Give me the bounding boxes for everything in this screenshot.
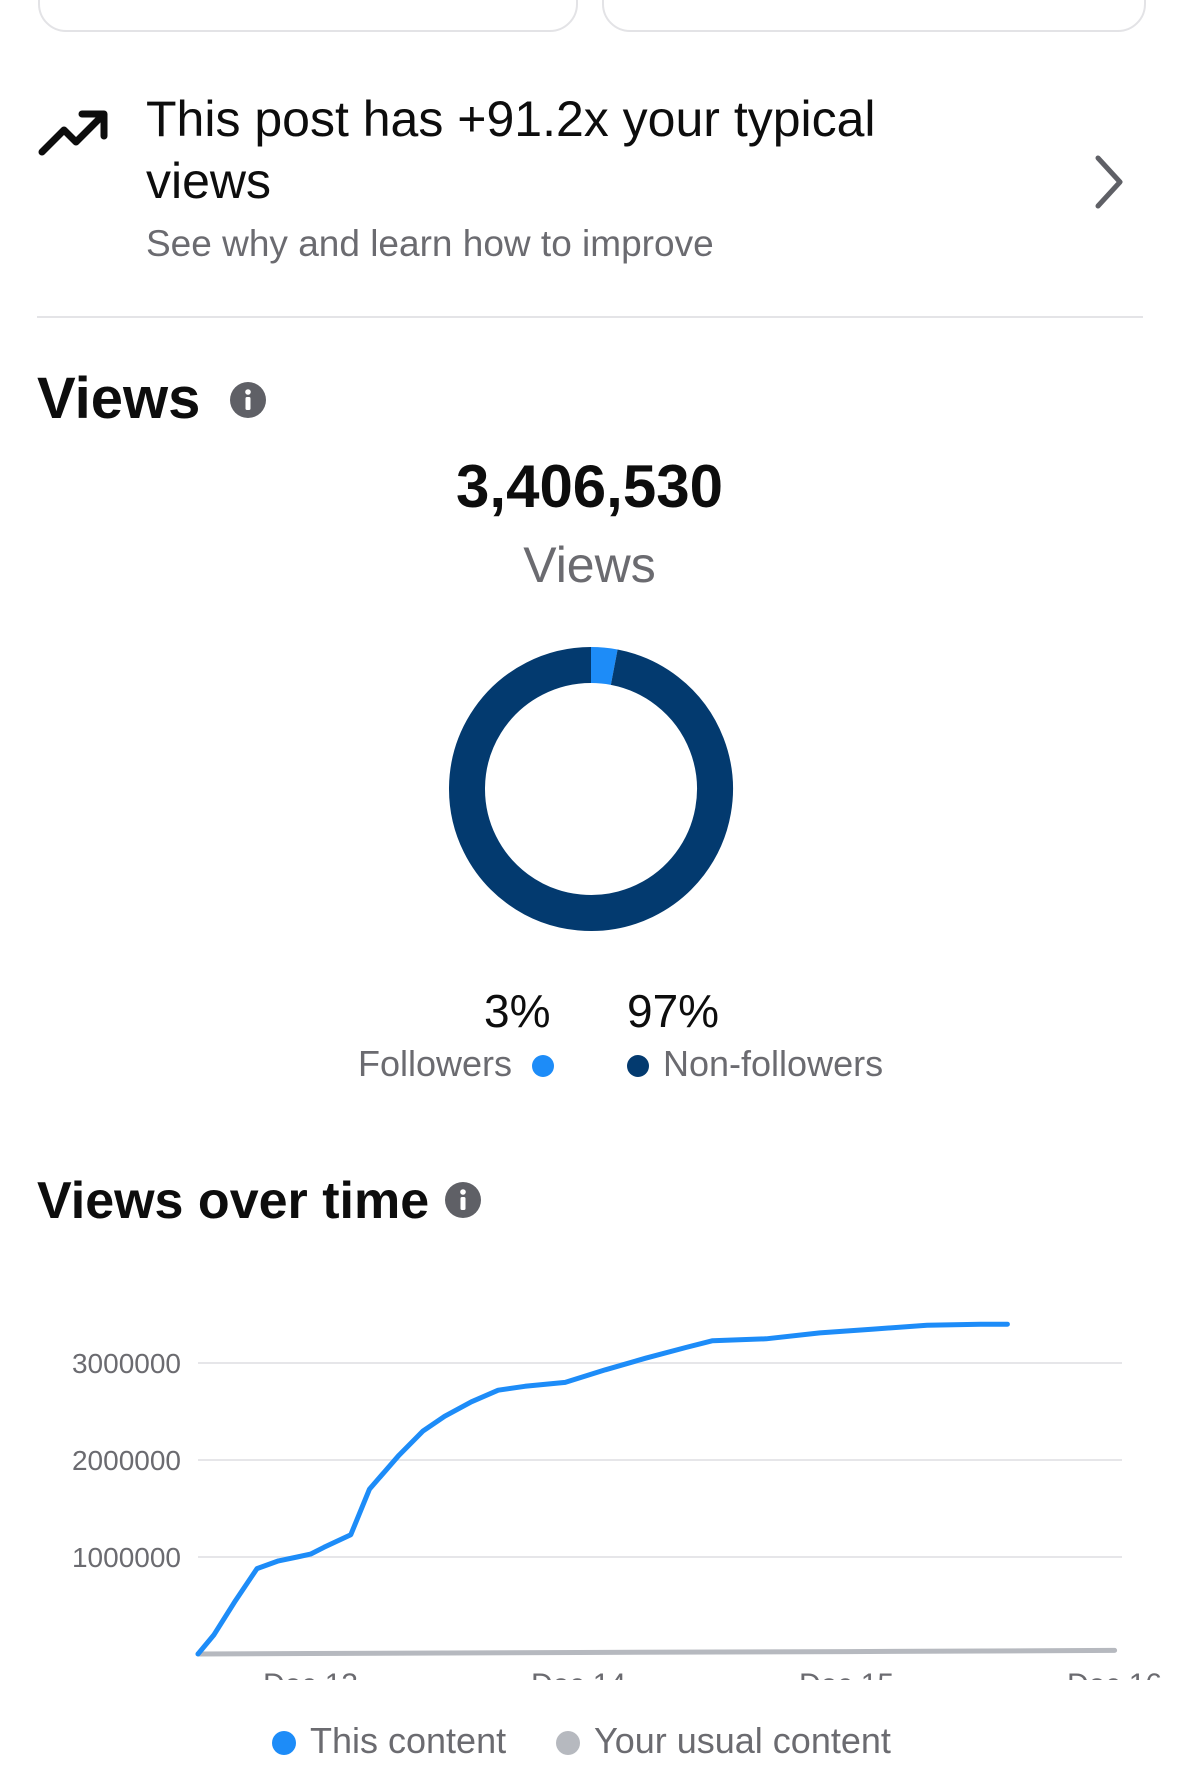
info-icon[interactable] — [445, 1182, 481, 1218]
top-metric-card-right[interactable] — [602, 0, 1146, 32]
followers-percent: 3% — [484, 985, 551, 1037]
insight-title: This post has +91.2x your typical views — [146, 91, 876, 209]
trending-up-icon — [38, 110, 108, 156]
y-tick-label: 3000000 — [72, 1348, 181, 1379]
legend-item-usual-content: Your usual content — [556, 1716, 891, 1766]
total-views-number: 3,406,530 — [456, 453, 723, 520]
y-tick-label: 2000000 — [72, 1445, 181, 1476]
views-section-title: Views — [37, 366, 201, 431]
x-tick-label: Dec 15 — [799, 1668, 894, 1680]
this-content-legend-dot — [272, 1731, 296, 1755]
views-over-time-title: Views over time — [37, 1172, 430, 1230]
x-tick-label: Dec 14 — [531, 1668, 626, 1680]
insight-subtitle: See why and learn how to improve — [146, 223, 714, 264]
followers-label: Followers — [358, 1043, 513, 1084]
legend-item-this-content: This content — [272, 1716, 506, 1766]
donut-slice-followers — [590, 647, 618, 685]
total-views-label: Views — [523, 537, 656, 593]
nonfollowers-legend-dot — [627, 1055, 649, 1077]
followers-legend-dot — [532, 1055, 554, 1077]
series-line-usual-content — [195, 1647, 1118, 1657]
usual-content-legend-dot — [556, 1731, 580, 1755]
nonfollowers-label: Non-followers — [663, 1043, 884, 1084]
nonfollowers-percent: 97% — [627, 985, 720, 1037]
views-over-time-legend: This content Your usual content — [0, 1716, 1179, 1766]
y-tick-label: 1000000 — [72, 1542, 181, 1573]
views-donut-chart — [449, 647, 733, 931]
donut-slice-non-followers — [449, 647, 733, 931]
section-divider — [37, 316, 1143, 318]
series-line-this-content — [195, 1321, 1010, 1657]
chevron-right-icon[interactable] — [1088, 150, 1128, 214]
legend-usual-content-label: Your usual content — [594, 1720, 891, 1761]
info-icon[interactable] — [230, 382, 266, 418]
x-tick-label: Dec 13 — [263, 1668, 358, 1680]
views-over-time-chart: 1000000 2000000 3000000 Dec 13 Dec 14 Dec 15 D… — [72, 1321, 1162, 1680]
x-tick-label: Dec 16 — [1067, 1668, 1162, 1680]
legend-this-content-label: This content — [310, 1720, 507, 1761]
top-metric-card-left[interactable] — [38, 0, 578, 32]
